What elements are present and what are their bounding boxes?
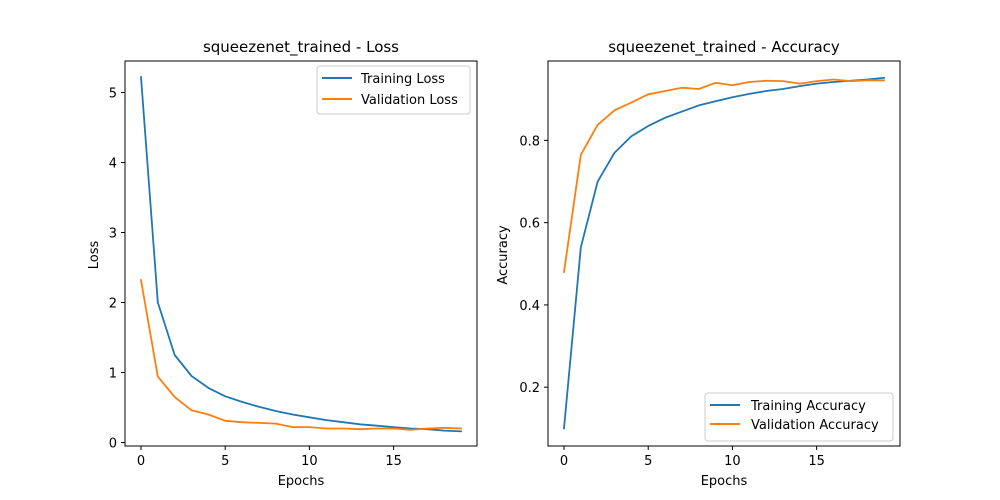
accuracy-ticks: 0 5 10 15 0.2 0.4 0.6 0.8	[519, 134, 825, 469]
loss-x-tick-label: 0	[137, 454, 145, 469]
accuracy-plot-frame	[547, 60, 901, 447]
accuracy-x-tick-label: 5	[644, 454, 652, 469]
validation-loss-line	[139, 279, 462, 431]
loss-y-tick-label: 0	[109, 437, 117, 452]
accuracy-legend: Training Accuracy Validation Accuracy	[704, 392, 894, 442]
accuracy-y-tick-label: 0.4	[519, 299, 540, 314]
loss-x-tick-label: 5	[221, 454, 229, 469]
accuracy-chart-title: squeezenet_trained - Accuracy	[608, 38, 840, 57]
accuracy-x-tick-label: 15	[808, 454, 825, 469]
loss-y-axis-label: Loss	[87, 241, 102, 270]
accuracy-series-lines	[562, 76, 885, 430]
loss-y-tick-label: 1	[109, 367, 117, 382]
accuracy-legend-box	[704, 392, 894, 442]
accuracy-x-tick-label: 10	[724, 454, 741, 469]
training-accuracy-line	[563, 76, 885, 430]
validation-accuracy-line	[562, 78, 885, 274]
loss-y-tick-label: 4	[109, 157, 117, 172]
loss-ticks: 0 5 10 15 0 1 2 3 4 5	[109, 87, 402, 470]
accuracy-y-tick-label: 0.6	[519, 217, 540, 232]
loss-legend-label-validation: Validation Loss	[361, 93, 458, 108]
loss-legend: Training Loss Validation Loss	[316, 65, 471, 115]
loss-x-tick-label: 15	[385, 454, 402, 469]
loss-x-axis-label: Epochs	[278, 474, 325, 489]
loss-chart: squeezenet_trained - Loss Epochs Loss 0 5…	[87, 38, 478, 489]
loss-series-lines	[139, 76, 462, 433]
accuracy-y-tick-label: 0.8	[519, 134, 540, 149]
accuracy-legend-label-validation: Validation Accuracy	[751, 418, 879, 433]
accuracy-x-axis-label: Epochs	[701, 474, 748, 489]
accuracy-chart: squeezenet_trained - Accuracy Epochs Acc…	[496, 38, 901, 489]
loss-plot-frame	[124, 60, 478, 447]
accuracy-y-tick-label: 0.2	[519, 381, 540, 396]
loss-legend-label-training: Training Loss	[360, 72, 445, 87]
loss-y-tick-label: 2	[109, 297, 117, 312]
accuracy-x-tick-label: 0	[560, 454, 568, 469]
loss-legend-box	[316, 65, 471, 115]
training-loss-line	[140, 76, 462, 433]
loss-y-tick-label: 3	[109, 227, 117, 242]
accuracy-legend-label-training: Training Accuracy	[750, 399, 866, 414]
accuracy-y-axis-label: Accuracy	[496, 225, 511, 285]
loss-x-tick-label: 10	[301, 454, 318, 469]
loss-y-tick-label: 5	[109, 87, 117, 102]
loss-chart-title: squeezenet_trained - Loss	[203, 38, 399, 57]
